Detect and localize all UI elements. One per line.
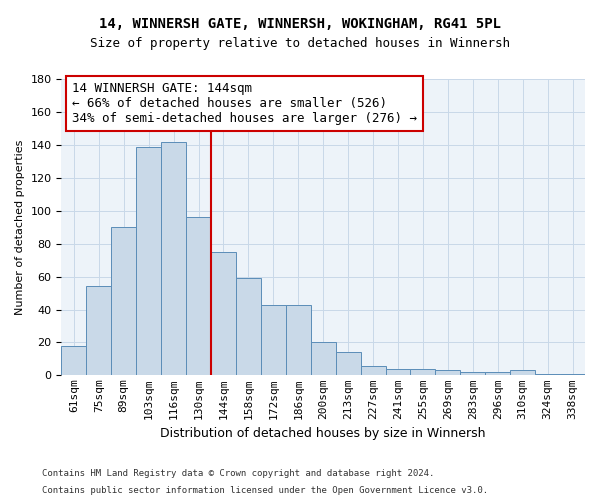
Bar xyxy=(560,374,585,376)
Bar xyxy=(211,252,236,376)
Bar xyxy=(460,372,485,376)
Text: Contains public sector information licensed under the Open Government Licence v3: Contains public sector information licen… xyxy=(42,486,488,495)
Bar xyxy=(136,146,161,376)
Bar xyxy=(485,372,510,376)
Bar xyxy=(86,286,111,376)
Bar xyxy=(286,304,311,376)
Bar xyxy=(261,304,286,376)
Bar xyxy=(386,369,410,376)
Bar xyxy=(335,352,361,376)
Bar xyxy=(436,370,460,376)
Bar xyxy=(236,278,261,376)
Y-axis label: Number of detached properties: Number of detached properties xyxy=(15,140,25,315)
Text: Contains HM Land Registry data © Crown copyright and database right 2024.: Contains HM Land Registry data © Crown c… xyxy=(42,468,434,477)
Bar xyxy=(510,370,535,376)
X-axis label: Distribution of detached houses by size in Winnersh: Distribution of detached houses by size … xyxy=(160,427,486,440)
Bar xyxy=(161,142,186,376)
Text: Size of property relative to detached houses in Winnersh: Size of property relative to detached ho… xyxy=(90,38,510,51)
Bar xyxy=(111,227,136,376)
Bar xyxy=(361,366,386,376)
Bar xyxy=(535,374,560,376)
Bar xyxy=(61,346,86,376)
Bar xyxy=(186,218,211,376)
Bar xyxy=(410,369,436,376)
Bar xyxy=(311,342,335,376)
Text: 14 WINNERSH GATE: 144sqm
← 66% of detached houses are smaller (526)
34% of semi-: 14 WINNERSH GATE: 144sqm ← 66% of detach… xyxy=(72,82,417,125)
Text: 14, WINNERSH GATE, WINNERSH, WOKINGHAM, RG41 5PL: 14, WINNERSH GATE, WINNERSH, WOKINGHAM, … xyxy=(99,18,501,32)
